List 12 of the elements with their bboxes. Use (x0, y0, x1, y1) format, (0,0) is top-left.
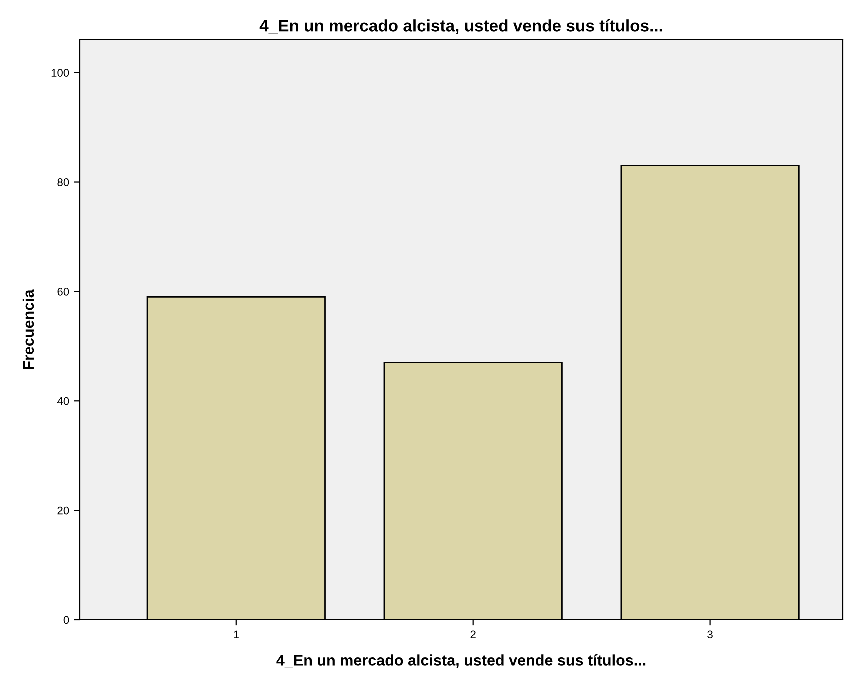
y-tick-label: 100 (52, 69, 70, 77)
y-axis-title: Frecuencia (22, 290, 34, 370)
y-tick-label: 0 (64, 616, 70, 624)
x-tick-label: 2 (470, 630, 476, 638)
x-axis-title: 4_En un mercado alcista, usted vende sus títulos... (276, 654, 646, 668)
chart-title: 4_En un mercado alcista, usted vende sus títulos... (260, 19, 662, 34)
y-tick-label: 80 (58, 178, 70, 186)
y-tick-label: 60 (58, 288, 70, 296)
y-tick-label: 20 (58, 506, 70, 515)
x-tick-label: 1 (234, 630, 239, 638)
y-tick-label: 40 (57, 397, 70, 406)
x-tick-label: 3 (708, 630, 713, 639)
